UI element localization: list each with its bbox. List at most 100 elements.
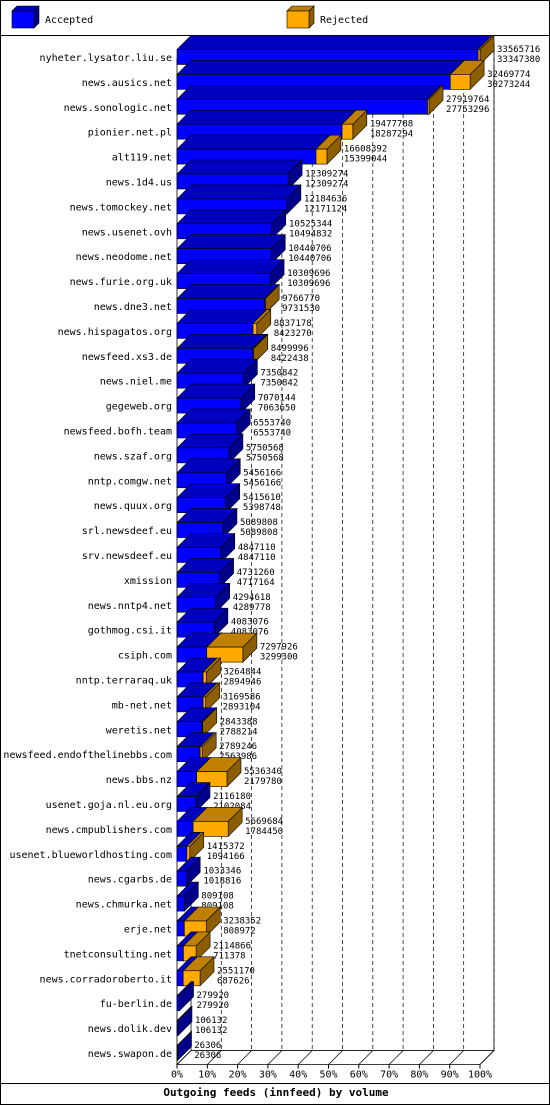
category-label: gothmog.csi.it bbox=[88, 626, 172, 637]
floor-grid-line bbox=[419, 1050, 434, 1065]
value-label-accepted: 7297926 bbox=[260, 643, 298, 653]
x-tick-label: 80% bbox=[410, 1070, 428, 1081]
category-label: news.swapon.de bbox=[88, 1049, 172, 1060]
category-label: news.quux.org bbox=[94, 501, 172, 512]
value-label-accepted: 2551170 bbox=[217, 966, 255, 976]
value-label-accepted: 7350842 bbox=[260, 369, 298, 379]
value-label-rejected: 6553740 bbox=[253, 429, 291, 439]
value-label-accepted: 279920 bbox=[197, 991, 230, 1001]
value-label-rejected: 10440706 bbox=[288, 254, 331, 264]
value-label-rejected: 5750568 bbox=[246, 453, 284, 463]
bar-row: newsfeed.endofthelinebbs.com 278924625639… bbox=[3, 731, 257, 763]
value-label-accepted: 9766770 bbox=[282, 294, 320, 304]
x-tick-label: 70% bbox=[380, 1070, 398, 1081]
floor-grid-line bbox=[267, 1050, 283, 1065]
value-label-rejected: 5456166 bbox=[243, 478, 281, 488]
value-label-accepted: 5536340 bbox=[244, 767, 282, 777]
value-label-rejected: 711378 bbox=[213, 951, 246, 961]
category-label: news.1d4.us bbox=[106, 178, 172, 189]
value-label-rejected: 2102084 bbox=[213, 802, 251, 812]
value-label-rejected: 26306 bbox=[194, 1051, 221, 1061]
floor-grid-line bbox=[388, 1050, 404, 1065]
value-label-accepted: 6553740 bbox=[253, 419, 291, 429]
legend-label-accepted: Accepted bbox=[45, 15, 93, 26]
category-label: usenet.goja.nl.eu.org bbox=[46, 800, 172, 811]
value-label-rejected: 2563986 bbox=[219, 752, 257, 762]
x-tick-label: 50% bbox=[319, 1070, 337, 1081]
category-label: news.hispagatos.org bbox=[58, 327, 172, 338]
chart-title: Outgoing feeds (innfeed) by volume bbox=[163, 1086, 389, 1099]
category-label: news.corradoroberto.it bbox=[40, 974, 172, 985]
x-tick-label: 60% bbox=[350, 1070, 368, 1081]
category-label: fu-berlin.de bbox=[100, 999, 172, 1010]
category-label: xmission bbox=[124, 576, 172, 587]
value-label-accepted: 10309696 bbox=[287, 269, 330, 279]
value-label-accepted: 4847110 bbox=[238, 543, 276, 553]
value-label-accepted: 12184636 bbox=[304, 194, 347, 204]
category-label: news.furie.org.uk bbox=[70, 277, 172, 288]
value-label-accepted: 1415372 bbox=[207, 842, 245, 852]
value-label-accepted: 8499996 bbox=[271, 344, 309, 354]
x-tick-label: 20% bbox=[229, 1070, 247, 1081]
bar-accepted bbox=[176, 1030, 193, 1062]
category-label: news.tomockey.net bbox=[70, 202, 172, 213]
value-label-rejected: 33347380 bbox=[497, 55, 540, 65]
category-label: news.nntp4.net bbox=[88, 601, 172, 612]
value-label-accepted: 8837178 bbox=[274, 319, 312, 329]
x-tick-label: 10% bbox=[198, 1070, 216, 1081]
floor-grid-line bbox=[297, 1050, 313, 1065]
value-label-rejected: 1018816 bbox=[203, 877, 241, 887]
value-label-rejected: 1784450 bbox=[245, 827, 283, 837]
category-label: alt119.net bbox=[112, 153, 172, 164]
value-label-accepted: 106132 bbox=[195, 1016, 228, 1026]
category-label: newsfeed.endofthelinebbs.com bbox=[3, 750, 172, 761]
bar-rejected bbox=[186, 831, 205, 863]
category-label: news.chmurka.net bbox=[76, 900, 172, 911]
value-label-rejected: 8422438 bbox=[271, 354, 309, 364]
bar-rejected bbox=[449, 59, 485, 91]
category-label: news.bbs.nz bbox=[106, 775, 172, 786]
value-label-rejected: 10309696 bbox=[287, 279, 330, 289]
value-label-accepted: 1033346 bbox=[203, 867, 241, 877]
category-label: news.dolik.dev bbox=[88, 1024, 172, 1035]
value-label-accepted: 2789246 bbox=[219, 742, 257, 752]
bar-rejected bbox=[202, 657, 222, 688]
value-label-rejected: 2894946 bbox=[223, 678, 261, 688]
value-label-rejected: 4717164 bbox=[237, 578, 275, 588]
bar-accepted bbox=[176, 856, 201, 887]
floor-grid-line bbox=[176, 1050, 192, 1065]
value-label-accepted: 4083076 bbox=[231, 618, 269, 628]
value-label-rejected: 12171124 bbox=[304, 204, 347, 214]
value-label-rejected: 2788214 bbox=[220, 727, 258, 737]
legend: Accepted Rejected bbox=[11, 5, 368, 29]
category-label: news.dne3.net bbox=[94, 302, 172, 313]
category-label: newsfeed.xs3.de bbox=[82, 352, 172, 363]
value-label-rejected: 7063650 bbox=[258, 404, 296, 414]
value-label-accepted: 27919764 bbox=[446, 95, 489, 105]
legend-label-rejected: Rejected bbox=[320, 15, 368, 26]
value-label-accepted: 26306 bbox=[194, 1041, 221, 1051]
value-label-accepted: 809108 bbox=[201, 892, 234, 902]
category-label: nyheter.lysator.liu.se bbox=[40, 53, 172, 64]
value-label-rejected: 9731530 bbox=[282, 304, 320, 314]
category-label: news.neodome.net bbox=[76, 252, 172, 263]
category-label: news.cmpublishers.com bbox=[46, 825, 172, 836]
value-label-rejected: 30273244 bbox=[487, 80, 530, 90]
value-label-accepted: 5456166 bbox=[243, 468, 281, 478]
value-label-accepted: 12309274 bbox=[305, 170, 348, 180]
value-label-accepted: 16608392 bbox=[344, 145, 387, 155]
value-label-rejected: 279920 bbox=[197, 1001, 230, 1011]
bar-rejected bbox=[201, 707, 218, 738]
category-label: news.cgarbs.de bbox=[88, 875, 172, 886]
value-label-rejected: 4289778 bbox=[233, 603, 271, 613]
value-label-accepted: 5750568 bbox=[246, 443, 284, 453]
bar-rejected bbox=[252, 308, 272, 340]
value-label-accepted: 5669684 bbox=[245, 817, 283, 827]
